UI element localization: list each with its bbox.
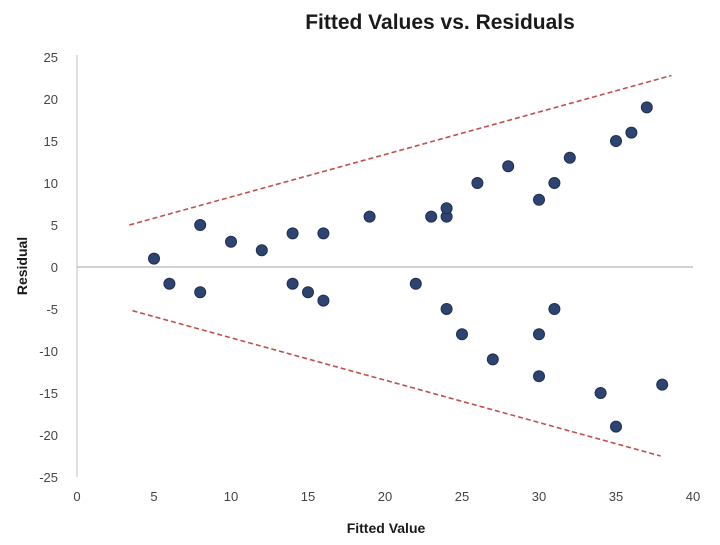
lower-bound-line bbox=[132, 309, 661, 457]
y-tick-label: -10 bbox=[39, 344, 58, 359]
x-tick-label: 20 bbox=[378, 489, 392, 504]
x-axis-title: Fitted Value bbox=[347, 520, 426, 536]
data-point bbox=[533, 193, 545, 206]
data-point bbox=[440, 303, 453, 315]
x-tick-label: 40 bbox=[686, 489, 700, 504]
y-tick-label: 0 bbox=[51, 260, 58, 275]
data-points bbox=[148, 101, 669, 433]
data-point bbox=[286, 227, 299, 240]
y-tick-label: 15 bbox=[44, 134, 58, 149]
data-point bbox=[456, 328, 468, 341]
upper-bound-line bbox=[129, 74, 672, 226]
x-tick-label: 0 bbox=[73, 489, 80, 504]
data-point bbox=[148, 252, 160, 265]
data-point bbox=[471, 177, 484, 189]
data-point bbox=[302, 286, 314, 299]
x-tick-label: 25 bbox=[455, 489, 469, 504]
y-tick-label: -15 bbox=[39, 386, 58, 401]
y-tick-label: -20 bbox=[39, 428, 58, 443]
y-tick-label: -5 bbox=[46, 302, 58, 317]
data-point bbox=[363, 210, 376, 223]
data-point bbox=[409, 277, 422, 290]
y-tick-label: 25 bbox=[44, 50, 58, 65]
chart-title: Fitted Values vs. Residuals bbox=[305, 11, 575, 34]
data-point bbox=[533, 370, 545, 383]
data-point bbox=[255, 244, 268, 257]
y-tick-label: 20 bbox=[44, 92, 58, 107]
data-point bbox=[317, 227, 330, 240]
data-point bbox=[640, 101, 653, 114]
reference-lines bbox=[129, 74, 672, 457]
data-point bbox=[194, 219, 207, 231]
data-point bbox=[548, 177, 561, 189]
data-point bbox=[440, 202, 453, 215]
data-point bbox=[486, 353, 499, 366]
data-point bbox=[625, 126, 638, 139]
data-point bbox=[533, 328, 545, 341]
data-point bbox=[610, 420, 622, 433]
y-tick-label: 10 bbox=[44, 176, 58, 191]
data-point bbox=[656, 378, 669, 391]
data-point bbox=[163, 277, 176, 290]
data-point bbox=[194, 286, 207, 299]
x-tick-label: 5 bbox=[150, 489, 157, 504]
data-point bbox=[563, 151, 576, 164]
data-point bbox=[610, 135, 622, 147]
axes: 0 5 10 15 20 25 30 35 40 25 20 15 10 5 0 -5 -10 -15 -20 -25 bbox=[39, 50, 700, 504]
x-tick-label: 10 bbox=[224, 489, 238, 504]
x-tick-label: 35 bbox=[609, 489, 623, 504]
data-point bbox=[548, 303, 561, 315]
data-point bbox=[225, 235, 237, 248]
y-axis-title: Residual bbox=[14, 237, 30, 295]
y-tick-label: 5 bbox=[51, 218, 58, 233]
data-point bbox=[286, 277, 299, 290]
data-point bbox=[594, 387, 607, 399]
data-point bbox=[425, 210, 438, 223]
x-tick-label: 15 bbox=[301, 489, 315, 504]
data-point bbox=[317, 294, 330, 307]
y-tick-label: -25 bbox=[39, 470, 58, 485]
data-point bbox=[502, 160, 515, 173]
x-tick-label: 30 bbox=[532, 489, 546, 504]
